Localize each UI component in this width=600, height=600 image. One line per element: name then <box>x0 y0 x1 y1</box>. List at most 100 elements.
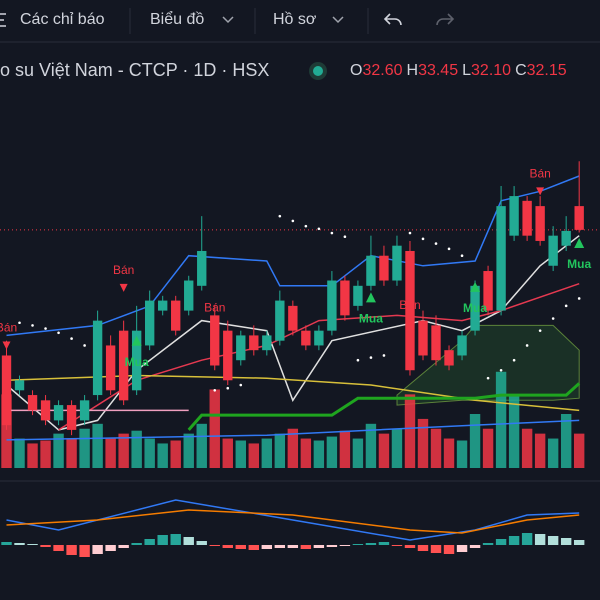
signal-label: Bán <box>113 263 134 277</box>
candle-body <box>444 350 454 366</box>
sar-dot <box>486 376 490 380</box>
sar-dot <box>512 358 516 362</box>
redo[interactable] <box>436 13 455 26</box>
profile-button[interactable]: Hồ sơ <box>273 11 317 28</box>
sar-dot <box>538 329 542 332</box>
candle-body <box>144 300 155 346</box>
volume-bar <box>27 443 38 468</box>
sar-dot <box>83 344 86 347</box>
candle-body <box>483 271 493 311</box>
volume-bar <box>287 428 299 468</box>
macd-bar <box>53 545 64 551</box>
sar-dot <box>343 235 347 239</box>
volume-bar <box>209 389 220 468</box>
candle-body <box>118 330 129 401</box>
candle-body <box>79 400 90 421</box>
macd-bar <box>144 539 155 545</box>
candle-body <box>392 245 402 281</box>
volume-bar <box>534 433 546 468</box>
sar-dot <box>239 383 243 387</box>
macd-bar <box>222 545 233 548</box>
candle-body <box>457 335 467 356</box>
volume-bar <box>40 440 51 468</box>
sar-dot <box>408 231 412 235</box>
volume-bar <box>157 443 168 468</box>
macd-bar <box>40 545 51 547</box>
volume-bar <box>92 423 103 468</box>
indicator-line <box>6 419 580 441</box>
signal-label: Bán <box>399 298 420 312</box>
ohlc-key: O <box>350 62 362 79</box>
chevron[interactable] <box>332 16 344 24</box>
indicators-button[interactable]: Các chỉ báo <box>20 11 105 28</box>
chevron[interactable] <box>222 16 234 24</box>
candle-body <box>27 395 38 411</box>
macd-bar <box>443 545 455 554</box>
sar-dot <box>577 297 581 300</box>
volume-bar <box>404 394 416 468</box>
volume-bar <box>495 371 507 468</box>
sar-dot <box>421 237 425 241</box>
undo[interactable] <box>383 13 402 26</box>
volume-bar <box>66 438 77 468</box>
macd-bar <box>378 542 390 545</box>
candle-body <box>236 335 246 361</box>
macd-bar <box>1 542 12 545</box>
candle-body <box>548 235 558 266</box>
sar-dot <box>447 247 451 251</box>
volume-bar <box>170 440 181 468</box>
ohlc-key: L <box>462 62 471 79</box>
status-dot <box>313 66 323 76</box>
volume-bar <box>235 440 246 468</box>
signal-arrow <box>365 292 376 303</box>
signal-label: Bán <box>0 321 17 335</box>
volume-bar <box>144 438 155 468</box>
macd-bar <box>274 545 286 548</box>
sar-dot <box>564 304 568 308</box>
sar-dot <box>291 219 295 223</box>
indicator-icon[interactable] <box>0 13 6 27</box>
candle-body <box>379 255 389 281</box>
volume-bar <box>183 433 194 468</box>
volume-bar <box>391 428 403 468</box>
candle-body <box>574 206 584 230</box>
macd-bar <box>209 545 220 546</box>
candle-body <box>288 305 298 331</box>
macd-bar <box>27 544 38 545</box>
volume-bar <box>560 414 572 468</box>
volume-bar <box>131 430 142 468</box>
volume-bar <box>326 436 338 468</box>
signal-label: Mua <box>567 257 591 271</box>
signal-arrow <box>470 281 481 292</box>
candle-body <box>66 405 77 430</box>
chart-button[interactable]: Biểu đồ <box>150 10 204 28</box>
macd-bar <box>508 536 520 545</box>
sar-dot <box>525 344 529 347</box>
candle-body <box>405 250 415 371</box>
macd-bar <box>469 545 481 548</box>
candle-body <box>197 250 207 286</box>
volume-bar <box>79 428 90 468</box>
macd-bar <box>261 545 273 549</box>
signal-arrow <box>119 283 128 292</box>
macd-bar <box>235 545 246 549</box>
sar-dot <box>382 354 386 357</box>
ohlc-key: H <box>407 62 419 79</box>
sar-dot <box>18 321 21 325</box>
volume-bar <box>313 440 325 468</box>
candle-body <box>314 330 324 346</box>
volume-bar <box>482 428 494 468</box>
macd-bar <box>183 537 194 545</box>
sar-dot <box>317 227 321 231</box>
signal-arrow <box>405 318 414 327</box>
macd-bar <box>547 536 559 545</box>
sar-dot <box>460 254 464 258</box>
ohlc-value: 33.45 <box>418 62 458 79</box>
macd-bar <box>287 545 299 548</box>
candle-body <box>184 280 194 311</box>
volume-bar <box>261 438 273 468</box>
sar-dot <box>434 242 438 245</box>
candle-body <box>509 196 519 236</box>
candle-body <box>431 325 441 361</box>
